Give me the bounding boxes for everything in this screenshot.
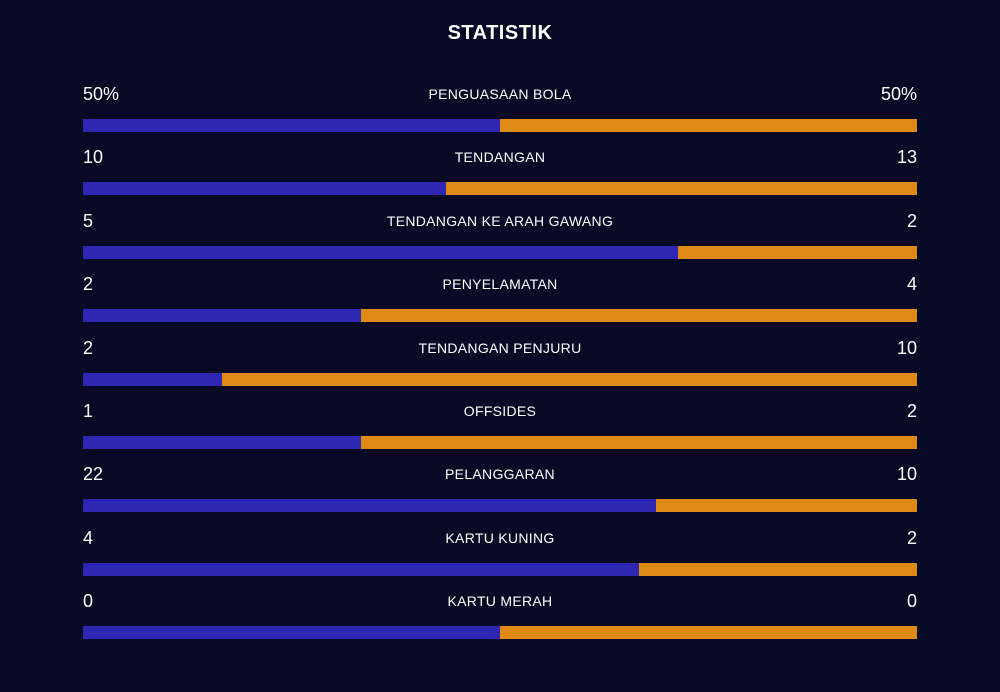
- away-bar-segment: [639, 562, 917, 576]
- comparison-bar: [83, 562, 917, 576]
- comparison-bar: [83, 245, 917, 259]
- home-bar-segment: [83, 372, 223, 386]
- stat-row-fouls: 22 PELANGGARAN 10: [83, 460, 917, 523]
- away-bar-segment: [500, 119, 917, 132]
- home-value: 50%: [83, 84, 120, 104]
- comparison-bar: [83, 119, 917, 132]
- comparison-bar: [83, 435, 917, 449]
- away-value: 13: [896, 147, 917, 168]
- away-value: 50%: [880, 84, 917, 104]
- away-bar-segment: [445, 182, 917, 196]
- stat-row-corners: 2 TENDANGAN PENJURU 10: [83, 334, 917, 397]
- away-bar-segment: [360, 435, 917, 449]
- home-value: 22: [83, 464, 104, 485]
- away-bar-segment: [500, 626, 917, 640]
- statistics-title: STATISTIK: [447, 22, 553, 44]
- home-value: 4: [83, 527, 94, 548]
- home-bar-segment: [83, 245, 679, 259]
- stat-label: OFFSIDES: [463, 402, 537, 419]
- home-value: 5: [83, 210, 94, 231]
- stat-row-offsides: 1 OFFSIDES 2: [83, 397, 917, 460]
- home-value: 1: [83, 400, 94, 421]
- away-value: 0: [906, 591, 917, 612]
- away-bar-segment: [222, 372, 917, 386]
- stat-row-saves: 2 PENYELAMATAN 4: [83, 270, 917, 333]
- stats-list: 50% PENGUASAAN BOLA 50% 10 TENDANGAN 13 …: [83, 80, 917, 651]
- stat-label: TENDANGAN: [454, 149, 546, 166]
- stat-label: KARTU KUNING: [445, 529, 555, 546]
- home-value: 2: [83, 274, 94, 295]
- away-value: 10: [896, 337, 917, 358]
- home-bar-segment: [83, 562, 640, 576]
- home-bar-segment: [83, 182, 446, 196]
- stat-label: TENDANGAN KE ARAH GAWANG: [386, 212, 614, 229]
- home-value: 2: [83, 337, 94, 358]
- home-bar-segment: [83, 309, 361, 323]
- comparison-bar: [83, 372, 917, 386]
- home-value: 10: [83, 147, 104, 168]
- comparison-bar: [83, 626, 917, 640]
- stat-row-red-cards: 0 KARTU MERAH 0: [83, 587, 917, 650]
- stat-label: PELANGGARAN: [445, 466, 555, 483]
- stat-label: KARTU MERAH: [447, 593, 553, 610]
- comparison-bar: [83, 499, 917, 513]
- away-value: 4: [906, 274, 917, 295]
- away-value: 10: [896, 464, 917, 485]
- away-value: 2: [906, 400, 917, 421]
- away-value: 2: [906, 527, 917, 548]
- stat-row-shots-on-target: 5 TENDANGAN KE ARAH GAWANG 2: [83, 207, 917, 270]
- away-value: 2: [906, 210, 917, 231]
- comparison-bar: [83, 309, 917, 323]
- home-bar-segment: [83, 499, 657, 513]
- stat-label: PENYELAMATAN: [442, 276, 558, 293]
- home-bar-segment: [83, 626, 500, 640]
- stat-label: TENDANGAN PENJURU: [418, 339, 582, 356]
- comparison-bar: [83, 182, 917, 196]
- away-bar-segment: [656, 499, 917, 513]
- stat-label: PENGUASAAN BOLA: [428, 86, 572, 102]
- away-bar-segment: [360, 309, 917, 323]
- away-bar-segment: [678, 245, 917, 259]
- stat-row-yellow-cards: 4 KARTU KUNING 2: [83, 524, 917, 587]
- stat-row-shots: 10 TENDANGAN 13: [83, 143, 917, 206]
- home-bar-segment: [83, 435, 361, 449]
- stat-row-possession: 50% PENGUASAAN BOLA 50%: [83, 80, 917, 143]
- home-value: 0: [83, 591, 94, 612]
- home-bar-segment: [83, 119, 500, 132]
